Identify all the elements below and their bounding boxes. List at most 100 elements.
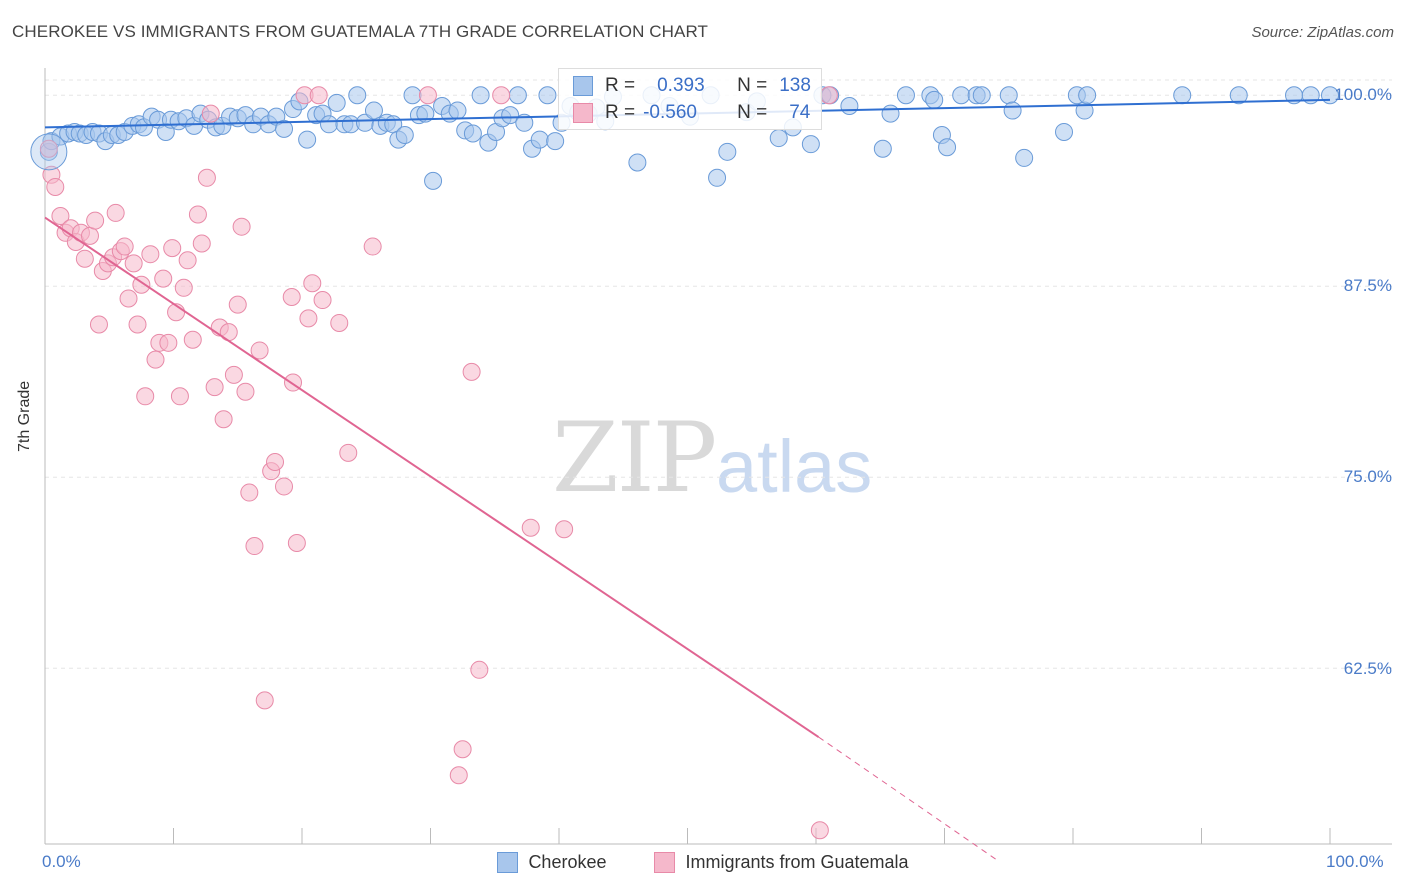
- guatemala-point: [136, 387, 155, 406]
- x-tick-label-max: 100.0%: [1326, 852, 1384, 871]
- cherokee-point: [448, 101, 467, 120]
- guatemala-point: [46, 177, 65, 196]
- guatemala-point: [309, 86, 328, 105]
- cherokee-point: [530, 130, 549, 149]
- guatemala-point: [521, 518, 540, 537]
- cherokee-point: [840, 96, 859, 115]
- cherokee-cluster-point: [30, 133, 68, 171]
- guatemala-point: [224, 365, 243, 384]
- guatemala-point: [86, 211, 105, 230]
- guatemala-point: [183, 330, 202, 349]
- guatemala-point: [154, 269, 173, 288]
- guatemala-point: [178, 251, 197, 270]
- cherokee-point: [348, 86, 367, 105]
- guatemala-trend-extension: [818, 736, 997, 860]
- cherokee-point: [471, 86, 490, 105]
- legend-n-value: 138: [779, 75, 811, 96]
- watermark-zip: ZIP: [552, 402, 717, 514]
- guatemala-point: [266, 453, 285, 471]
- legend-row-guatemala: R = -0.560 N = 74: [573, 100, 810, 126]
- legend-r-value: 0.393: [657, 75, 705, 96]
- legend-swatch-blue: [497, 852, 519, 873]
- cherokee-point: [424, 171, 443, 190]
- cherokee-point: [416, 104, 435, 123]
- legend-swatch-pink: [654, 852, 676, 873]
- cherokee-point: [718, 142, 737, 161]
- cherokee-point: [319, 115, 338, 134]
- guatemala-point: [418, 86, 437, 105]
- legend-swatch-pink: [573, 103, 593, 123]
- cherokee-point: [1173, 86, 1192, 105]
- guatemala-point: [250, 341, 269, 360]
- bottom-legend: Cherokee Immigrants from Guatemala: [0, 852, 1406, 873]
- cherokee-point: [463, 124, 482, 143]
- guatemala-point: [192, 234, 211, 253]
- cherokee-point: [298, 130, 317, 149]
- legend-row-cherokee: R = 0.393 N = 138: [573, 73, 811, 99]
- cherokee-point: [1015, 148, 1034, 167]
- legend-n-label: N =: [737, 75, 768, 96]
- guatemala-point: [255, 691, 274, 710]
- guatemala-trend-line: [44, 216, 820, 738]
- guatemala-point: [470, 660, 489, 679]
- bottom-legend-label: Cherokee: [528, 852, 607, 872]
- cherokee-point: [546, 132, 565, 151]
- guatemala-point: [282, 287, 301, 306]
- guatemala-point: [159, 333, 178, 352]
- guatemala-point: [124, 254, 143, 273]
- legend-n-value: 74: [789, 102, 811, 123]
- cherokee-point: [925, 90, 944, 109]
- cherokee-point: [1229, 86, 1248, 105]
- cherokee-point: [501, 106, 520, 125]
- guatemala-point: [128, 315, 147, 334]
- legend-r-label: R =: [605, 75, 636, 96]
- cherokee-point: [395, 126, 414, 145]
- guatemala-point: [163, 239, 182, 258]
- chart-title: CHEROKEE VS IMMIGRANTS FROM GUATEMALA 7T…: [12, 22, 709, 41]
- y-tick-label: 62.5%: [1343, 659, 1392, 678]
- stats-legend: R = 0.393 N = 138 R = -0.560 N = 74: [558, 68, 822, 130]
- guatemala-point: [115, 237, 134, 256]
- guatemala-point: [299, 309, 318, 328]
- y-axis-label: 7th Grade: [16, 380, 33, 452]
- guatemala-point: [80, 226, 99, 245]
- guatemala-point: [232, 217, 251, 236]
- legend-swatch-blue: [573, 76, 593, 96]
- guatemala-point: [275, 477, 294, 496]
- bottom-legend-cherokee[interactable]: Cherokee: [497, 852, 606, 873]
- cherokee-point: [972, 86, 991, 105]
- cherokee-point: [628, 153, 647, 172]
- bottom-legend-guatemala[interactable]: Immigrants from Guatemala: [654, 852, 909, 873]
- cherokee-point: [952, 86, 971, 105]
- guatemala-point: [313, 291, 332, 310]
- cherokee-point: [538, 86, 557, 105]
- guatemala-point: [174, 278, 193, 297]
- cherokee-point: [938, 138, 957, 157]
- cherokee-point: [896, 86, 915, 105]
- guatemala-point: [119, 289, 138, 308]
- guatemala-point: [810, 821, 829, 840]
- cherokee-point: [999, 86, 1018, 105]
- guatemala-point: [205, 378, 224, 397]
- guatemala-point: [39, 139, 58, 158]
- guatemala-point: [245, 537, 264, 556]
- guatemala-point: [240, 483, 259, 502]
- guatemala-point: [339, 443, 358, 462]
- bottom-legend-label: Immigrants from Guatemala: [685, 852, 909, 872]
- guatemala-point: [75, 249, 94, 268]
- legend-r-label: R =: [605, 102, 636, 123]
- cherokee-point: [327, 93, 346, 112]
- cherokee-point: [364, 101, 383, 120]
- cherokee-point: [708, 168, 727, 187]
- watermark-atlas: atlas: [716, 425, 873, 508]
- guatemala-point: [170, 387, 189, 406]
- cherokee-point: [769, 129, 788, 148]
- guatemala-point: [462, 362, 481, 381]
- guatemala-point: [555, 520, 574, 539]
- cherokee-point: [801, 135, 820, 154]
- x-tick-label-min: 0.0%: [42, 852, 81, 871]
- y-tick-label: 87.5%: [1343, 276, 1392, 295]
- guatemala-point: [201, 104, 220, 123]
